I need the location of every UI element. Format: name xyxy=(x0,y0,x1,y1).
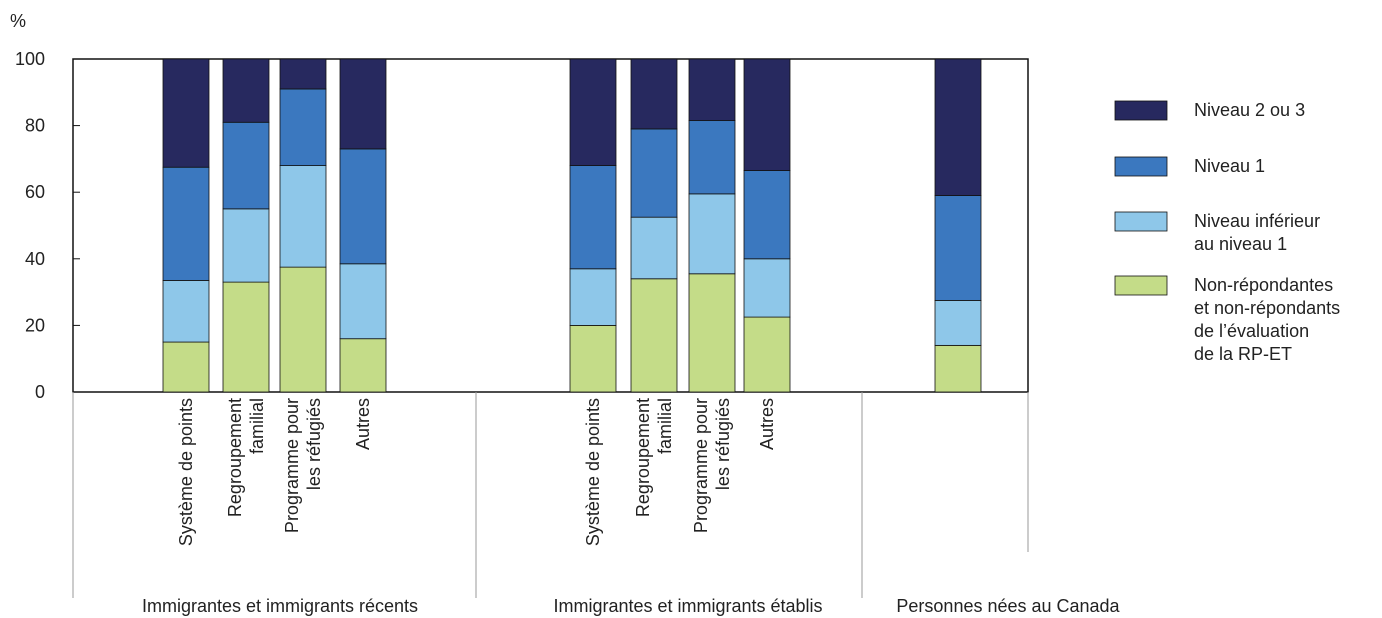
y-tick-label: 0 xyxy=(35,382,45,402)
legend-label: au niveau 1 xyxy=(1194,234,1287,254)
category-label: familial xyxy=(655,398,675,454)
y-axis-unit-label: % xyxy=(10,11,26,31)
bar-segment xyxy=(162,58,210,168)
legend-label: Niveau 2 ou 3 xyxy=(1194,100,1305,120)
category-label: familial xyxy=(247,398,267,454)
bar-segment xyxy=(934,344,982,393)
bar-segment xyxy=(934,300,982,346)
category-label: Programme pour xyxy=(282,398,302,533)
bar-segment xyxy=(339,338,387,393)
legend-label: Non-répondantes xyxy=(1194,275,1333,295)
bar-segment xyxy=(279,58,327,90)
bar-segment xyxy=(569,268,617,326)
legend-label: de l’évaluation xyxy=(1194,321,1309,341)
group-label: Immigrantes et immigrants établis xyxy=(553,596,822,616)
bar-segment xyxy=(569,58,617,166)
bar-segment xyxy=(630,58,678,130)
category-label: Regroupement xyxy=(225,398,245,517)
bar-segment xyxy=(339,148,387,265)
category-label: Regroupement xyxy=(633,398,653,517)
x-axis: Système de points Regroupement familial Pro… xyxy=(72,392,1121,616)
bar-segment xyxy=(279,88,327,166)
y-tick-label: 80 xyxy=(25,116,45,136)
category-label: les réfugiés xyxy=(304,398,324,490)
legend-swatch xyxy=(1114,211,1168,232)
bar-segment xyxy=(222,208,270,283)
category-label: Autres xyxy=(353,398,373,450)
bar-segment xyxy=(569,324,617,393)
bar-segment xyxy=(222,281,270,393)
category-label: Système de points xyxy=(176,398,196,546)
bar-segment xyxy=(569,165,617,270)
legend-label: Niveau inférieur xyxy=(1194,211,1320,231)
legend-swatch xyxy=(1114,100,1168,121)
legend: Niveau 2 ou 3 Niveau 1 Niveau inférieur au … xyxy=(1114,100,1340,364)
y-axis: 0 20 40 60 80 100 xyxy=(15,49,80,402)
legend-swatch xyxy=(1114,156,1168,177)
category-label: Autres xyxy=(757,398,777,450)
bar-segment xyxy=(222,58,270,123)
group-label: Personnes nées au Canada xyxy=(896,596,1120,616)
group-label: Immigrantes et immigrants récents xyxy=(142,596,418,616)
y-tick-label: 100 xyxy=(15,49,45,69)
legend-label: de la RP-ET xyxy=(1194,344,1292,364)
bar-segment xyxy=(934,58,982,196)
bar-segment xyxy=(279,266,327,393)
bars xyxy=(162,58,982,393)
bar-segment xyxy=(743,58,791,171)
legend-swatch xyxy=(1114,275,1168,296)
plot-frame xyxy=(72,58,1029,393)
bar-segment xyxy=(222,121,270,210)
bar-segment xyxy=(279,165,327,268)
y-tick-label: 60 xyxy=(25,182,45,202)
bar-segment xyxy=(630,278,678,393)
y-tick-label: 20 xyxy=(25,315,45,335)
bar-segment xyxy=(688,58,736,122)
category-label: Programme pour xyxy=(691,398,711,533)
bar-segment xyxy=(630,128,678,218)
bar-segment xyxy=(743,316,791,393)
bar-segment xyxy=(339,58,387,150)
category-label: Système de points xyxy=(583,398,603,546)
bar-segment xyxy=(743,170,791,260)
category-label: les réfugiés xyxy=(713,398,733,490)
bar-segment xyxy=(630,216,678,280)
bar-segment xyxy=(162,341,210,393)
bar-segment xyxy=(339,263,387,340)
bar-segment xyxy=(934,195,982,301)
bar-segment xyxy=(743,258,791,318)
y-tick-label: 40 xyxy=(25,249,45,269)
legend-label: Niveau 1 xyxy=(1194,156,1265,176)
bar-segment xyxy=(688,193,736,275)
bar-segment xyxy=(162,280,210,343)
bar-segment xyxy=(162,166,210,281)
bar-segment xyxy=(688,273,736,393)
bar-segment xyxy=(688,120,736,195)
legend-label: et non-répondants xyxy=(1194,298,1340,318)
